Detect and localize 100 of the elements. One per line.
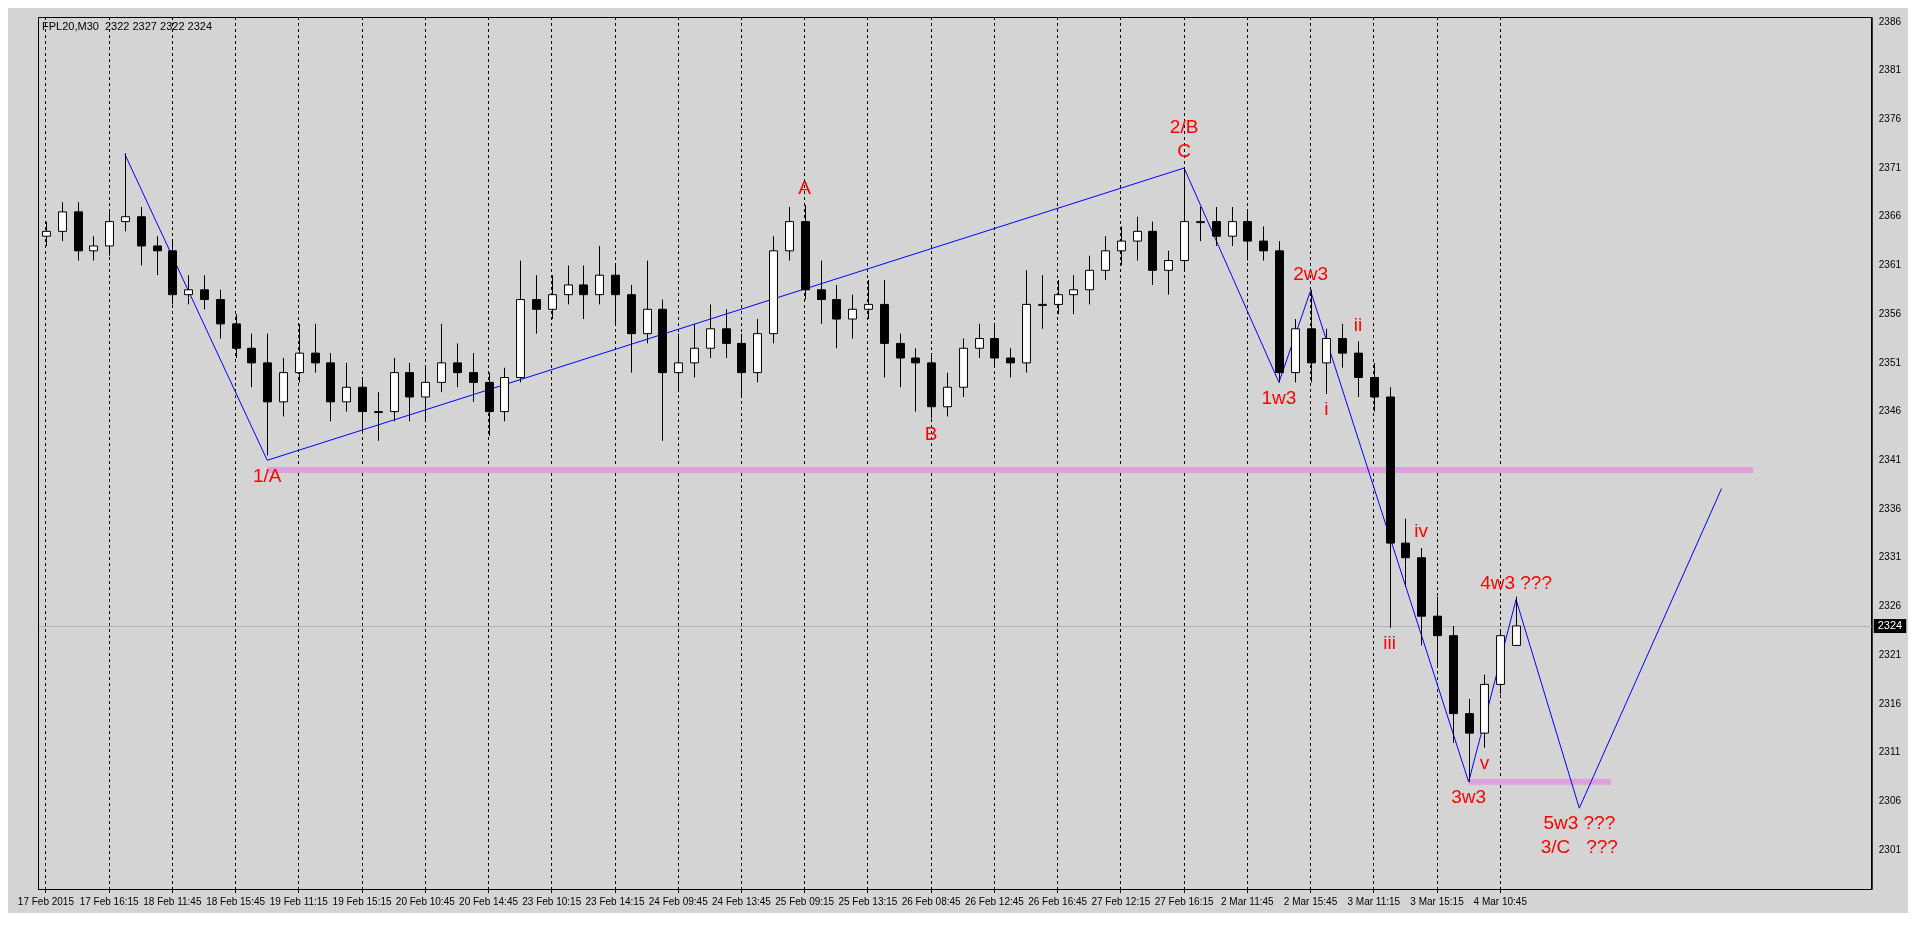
y-tick-label: 2386 bbox=[1878, 15, 1902, 27]
x-tick-label: 26 Feb 08:45 bbox=[901, 895, 962, 907]
ref-line-label: 2324 bbox=[1877, 618, 1903, 631]
y-tick-label: 2316 bbox=[1878, 697, 1902, 709]
candlestick bbox=[453, 342, 462, 388]
candlestick bbox=[911, 347, 920, 413]
candlestick bbox=[817, 260, 826, 325]
y-tick-label: 2366 bbox=[1878, 210, 1902, 222]
candlestick bbox=[532, 274, 541, 335]
candlestick bbox=[975, 323, 984, 359]
x-tick-label: 24 Feb 13:45 bbox=[712, 895, 772, 907]
annotation: i bbox=[1324, 398, 1329, 420]
y-tick-label: 2356 bbox=[1878, 307, 1902, 319]
candlestick bbox=[1465, 698, 1474, 783]
candlestick bbox=[153, 235, 162, 276]
y-tick-label: 2311 bbox=[1878, 746, 1901, 758]
candlestick bbox=[121, 152, 130, 232]
candlestick bbox=[1133, 216, 1142, 262]
y-tick-label: 2301 bbox=[1878, 843, 1902, 855]
y-tick-label: 2376 bbox=[1878, 113, 1902, 125]
annotation: iii bbox=[1383, 632, 1396, 654]
candlestick bbox=[469, 352, 478, 403]
x-tick-label: 20 Feb 14:45 bbox=[459, 895, 519, 907]
candlestick bbox=[200, 274, 209, 310]
y-tick-label: 2326 bbox=[1878, 600, 1902, 612]
annotation: 3w3 bbox=[1451, 786, 1487, 808]
annotation: B bbox=[924, 422, 938, 444]
y-tick-label: 2381 bbox=[1878, 64, 1902, 76]
candlestick bbox=[674, 333, 683, 393]
candlestick bbox=[579, 264, 588, 320]
candlestick bbox=[1228, 206, 1237, 247]
y-tick-label: 2346 bbox=[1878, 405, 1902, 417]
candlestick bbox=[1259, 225, 1268, 262]
x-tick-label: 20 Feb 10:45 bbox=[395, 895, 456, 907]
annotation: 3/C ??? bbox=[1540, 836, 1618, 858]
candlestick bbox=[832, 284, 841, 349]
annotation: 4w3 ??? bbox=[1480, 571, 1552, 593]
candlestick bbox=[342, 362, 351, 413]
annotation: A bbox=[798, 177, 812, 199]
annotation: iv bbox=[1414, 520, 1429, 542]
candlestick bbox=[1401, 518, 1410, 588]
annotation: C bbox=[1177, 140, 1191, 162]
annotation: 5w3 ??? bbox=[1543, 812, 1616, 834]
candlestick bbox=[247, 333, 256, 388]
y-tick-label: 2371 bbox=[1878, 161, 1902, 173]
x-tick-label: 17 Feb 2015 bbox=[17, 895, 75, 907]
candlestick bbox=[943, 372, 952, 417]
annotation: v bbox=[1479, 751, 1490, 773]
candlestick bbox=[722, 308, 731, 359]
candlestick bbox=[1101, 235, 1110, 281]
candlestick bbox=[1069, 274, 1078, 315]
candlestick bbox=[848, 294, 857, 340]
x-tick-label: 2 Mar 11:45 bbox=[1221, 895, 1275, 907]
x-tick-label: 19 Feb 15:15 bbox=[332, 895, 392, 907]
annotation: 1w3 bbox=[1261, 386, 1297, 408]
x-tick-label: 18 Feb 15:45 bbox=[206, 895, 266, 907]
x-tick-label: 26 Feb 16:45 bbox=[1028, 895, 1088, 907]
y-tick-label: 2306 bbox=[1878, 795, 1902, 807]
candlestick bbox=[1196, 206, 1205, 242]
x-tick-label: 19 Feb 11:15 bbox=[269, 895, 329, 907]
x-tick-label: 23 Feb 10:15 bbox=[522, 895, 582, 907]
candlestick bbox=[896, 333, 905, 388]
candlestick bbox=[1212, 206, 1221, 247]
y-tick-label: 2351 bbox=[1878, 356, 1902, 368]
candlestick bbox=[89, 235, 98, 262]
x-tick-label: 27 Feb 12:15 bbox=[1091, 895, 1151, 907]
candlestick bbox=[1085, 255, 1094, 305]
y-tick-label: 2321 bbox=[1878, 648, 1902, 660]
x-tick-label: 4 Mar 10:45 bbox=[1473, 895, 1528, 907]
x-tick-label: 25 Feb 13:15 bbox=[838, 895, 898, 907]
y-tick-label: 2341 bbox=[1878, 454, 1902, 466]
candlestick bbox=[1512, 596, 1521, 646]
candlestick bbox=[564, 264, 573, 305]
x-tick-label: 27 Feb 16:15 bbox=[1154, 895, 1214, 907]
candlestick bbox=[58, 201, 67, 242]
annotation: 2w3 bbox=[1293, 263, 1328, 285]
y-tick-label: 2336 bbox=[1878, 502, 1902, 514]
x-tick-label: 3 Mar 15:15 bbox=[1410, 895, 1465, 907]
annotation: ii bbox=[1353, 313, 1363, 335]
candlestick bbox=[1338, 323, 1347, 369]
x-tick-label: 24 Feb 09:45 bbox=[648, 895, 709, 907]
candlestick bbox=[1038, 274, 1047, 330]
annotation: 2/B bbox=[1169, 116, 1199, 138]
x-tick-label: 26 Feb 12:45 bbox=[964, 895, 1025, 907]
x-tick-label: 3 Mar 11:15 bbox=[1347, 895, 1401, 907]
x-tick-label: 18 Feb 11:45 bbox=[143, 895, 202, 907]
annotation: 1/A bbox=[252, 464, 282, 486]
x-tick-label: 2 Mar 15:45 bbox=[1283, 895, 1338, 907]
candlestick bbox=[184, 274, 193, 305]
candlestick bbox=[1164, 250, 1173, 296]
candlestick bbox=[595, 245, 604, 305]
candlestick bbox=[311, 323, 320, 374]
candlestick bbox=[690, 323, 699, 378]
candlestick bbox=[437, 323, 446, 393]
candlestick bbox=[1006, 347, 1015, 378]
y-tick-label: 2331 bbox=[1878, 551, 1902, 563]
x-tick-label: 25 Feb 09:15 bbox=[775, 895, 835, 907]
x-tick-label: 17 Feb 16:15 bbox=[79, 895, 140, 907]
candlestick bbox=[706, 303, 715, 359]
candlestick bbox=[374, 391, 383, 442]
